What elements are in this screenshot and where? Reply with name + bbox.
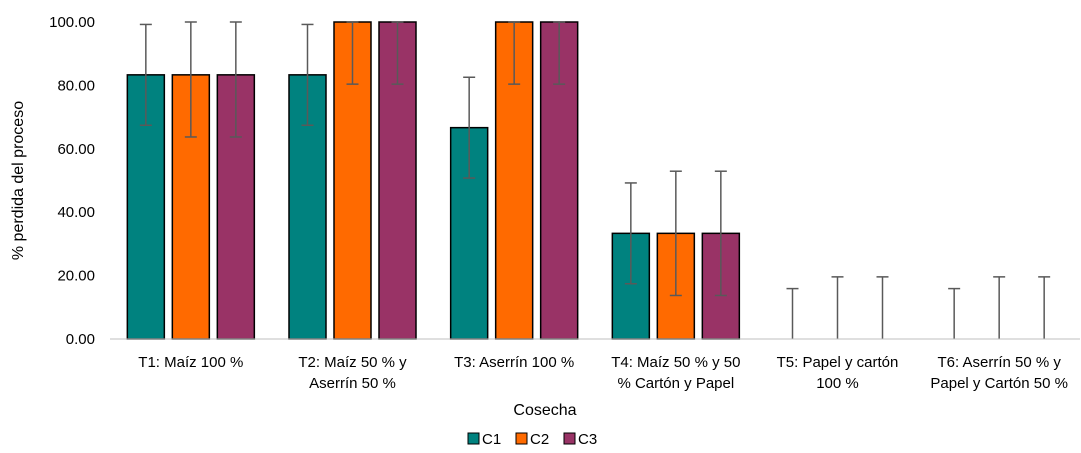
error-bars-layer (139, 21, 1051, 339)
error-bar (993, 276, 1006, 339)
y-tick-label: 20.00 (57, 268, 95, 285)
x-category-label: T6: Aserrín 50 % y Papel y Cartón 50 % (930, 354, 1068, 392)
legend-swatch (467, 432, 480, 445)
legend-label: C2 (530, 431, 549, 448)
error-bar (786, 287, 799, 339)
error-bar (463, 76, 476, 179)
legend-item-c2: C2 (515, 431, 549, 448)
error-bar (184, 21, 197, 138)
x-axis-title: Cosecha (513, 402, 576, 419)
legend: C1 C2 C3 (467, 431, 597, 448)
legend-label: C1 (482, 431, 501, 448)
error-bar (508, 21, 521, 85)
legend-label: C3 (578, 431, 597, 448)
x-axis-categories: T1: Maíz 100 % T2: Maíz 50 % y Aserrín 50 … (138, 354, 1068, 392)
error-bar (139, 23, 152, 126)
x-category-label-line: T5: Papel y cartón (777, 354, 899, 371)
x-category-label: T3: Aserrín 100 % (454, 354, 574, 371)
error-bar (948, 287, 961, 339)
x-category-label-line: Aserrín 50 % (309, 375, 396, 392)
error-bar (876, 276, 889, 339)
error-bar (714, 170, 727, 297)
bar-c1 (288, 74, 327, 340)
legend-item-c1: C1 (467, 431, 501, 448)
error-bar (346, 21, 359, 85)
bars-layer (126, 21, 741, 340)
x-category-label-line: T4: Maíz 50 % y 50 (611, 354, 740, 371)
y-axis-ticks: 0.00 20.00 40.00 60.00 80.00 100.00 (49, 14, 95, 348)
error-bar (624, 182, 637, 285)
x-category-label-line: % Cartón y Papel (617, 375, 734, 392)
y-tick-label: 0.00 (66, 331, 95, 348)
x-category-label-line: T3: Aserrín 100 % (454, 354, 574, 371)
x-category-label: T1: Maíz 100 % (138, 354, 243, 371)
x-category-label-line: Papel y Cartón 50 % (930, 375, 1068, 392)
error-bar (301, 23, 314, 126)
x-category-label: T2: Maíz 50 % y Aserrín 50 % (298, 354, 407, 392)
legend-item-c3: C3 (563, 431, 597, 448)
error-bar (391, 21, 404, 85)
x-category-label-line: T6: Aserrín 50 % y (937, 354, 1061, 371)
error-bar (831, 276, 844, 339)
error-bar (553, 21, 566, 85)
y-tick-label: 100.00 (49, 14, 95, 31)
error-bar (669, 170, 682, 297)
x-category-label-line: T2: Maíz 50 % y (298, 354, 407, 371)
x-category-label: T5: Papel y cartón 100 % (777, 354, 899, 392)
legend-swatch (563, 432, 576, 445)
y-tick-label: 60.00 (57, 141, 95, 158)
y-axis-title: % perdida del proceso (10, 101, 27, 260)
x-category-label-line: 100 % (816, 375, 859, 392)
x-category-label: T4: Maíz 50 % y 50 % Cartón y Papel (611, 354, 740, 392)
error-bar (1038, 276, 1051, 339)
error-bar (229, 21, 242, 138)
y-tick-label: 40.00 (57, 204, 95, 221)
legend-swatch (515, 432, 528, 445)
x-category-label-line: T1: Maíz 100 % (138, 354, 243, 371)
y-tick-label: 80.00 (57, 77, 95, 94)
